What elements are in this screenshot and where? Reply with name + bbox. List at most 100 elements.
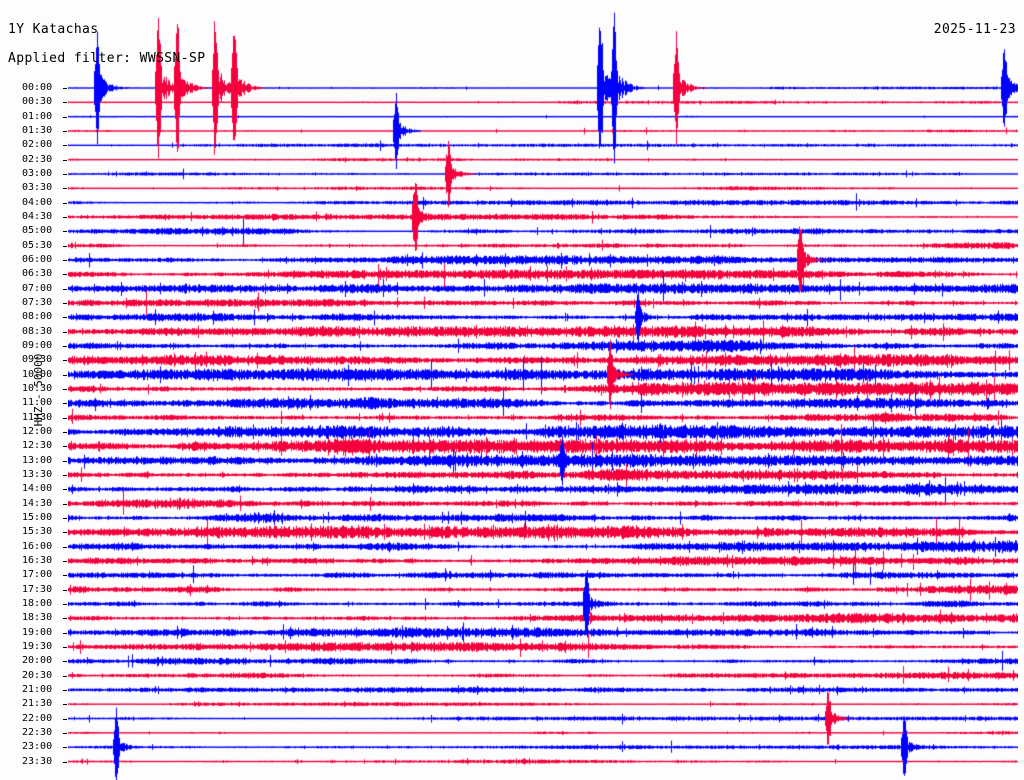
time-label: 00:30 (22, 96, 53, 108)
time-tick (63, 331, 67, 333)
helicorder-plot-area (68, 0, 1018, 780)
time-tick (63, 718, 67, 720)
time-tick (63, 546, 67, 548)
time-label: 21:30 (22, 698, 53, 710)
plot-date: 2025-11-23 (933, 22, 1016, 37)
time-label: 12:00 (22, 425, 53, 437)
time-label: 19:00 (22, 626, 53, 638)
time-tick (63, 245, 67, 247)
time-label: 08:30 (22, 325, 53, 337)
time-label: 20:30 (22, 669, 53, 681)
time-label: 15:00 (22, 511, 53, 523)
time-label: 01:00 (22, 110, 53, 122)
time-tick (63, 517, 67, 519)
time-label: 17:30 (22, 583, 53, 595)
time-tick (63, 202, 67, 204)
time-label: 17:00 (22, 569, 53, 581)
time-tick (63, 259, 67, 261)
time-tick (63, 360, 67, 362)
time-tick (63, 274, 67, 276)
time-tick (63, 388, 67, 390)
time-label: 21:00 (22, 683, 53, 695)
time-tick (63, 446, 67, 448)
time-label: 07:30 (22, 296, 53, 308)
time-label: 02:30 (22, 153, 53, 165)
time-label: 14:30 (22, 497, 53, 509)
time-label: 06:00 (22, 253, 53, 265)
time-tick (63, 589, 67, 591)
time-label: 10:30 (22, 382, 53, 394)
time-label: 05:30 (22, 239, 53, 251)
time-label: 09:30 (22, 354, 53, 366)
time-tick (63, 417, 67, 419)
time-label: 23:00 (22, 741, 53, 753)
time-tick (63, 489, 67, 491)
time-label: 13:30 (22, 468, 53, 480)
time-tick (63, 632, 67, 634)
applied-filter-label: Applied filter: WWSSN-SP (8, 51, 206, 66)
time-tick (63, 661, 67, 663)
time-label: 22:30 (22, 726, 53, 738)
time-tick (63, 345, 67, 347)
time-label: 09:00 (22, 339, 53, 351)
time-label: 01:30 (22, 124, 53, 136)
time-tick (63, 173, 67, 175)
time-label: 10:00 (22, 368, 53, 380)
time-tick (63, 88, 67, 89)
time-label: 11:00 (22, 397, 53, 409)
time-label: 14:00 (22, 483, 53, 495)
time-label: 11:30 (22, 411, 53, 423)
time-tick (63, 761, 67, 763)
time-tick (63, 403, 67, 405)
time-label: 22:00 (22, 712, 53, 724)
time-tick (63, 431, 67, 433)
time-tick (63, 575, 67, 577)
time-tick (63, 188, 67, 190)
time-label: 13:00 (22, 454, 53, 466)
time-tick (63, 603, 67, 605)
time-tick-column (63, 84, 68, 774)
time-tick (63, 302, 67, 304)
time-label: 15:30 (22, 526, 53, 538)
time-tick (63, 675, 67, 677)
time-label: 02:00 (22, 139, 53, 151)
time-tick (63, 145, 67, 147)
time-tick (63, 503, 67, 505)
time-tick (63, 560, 67, 562)
station-title: 1Y Katachas (8, 22, 99, 37)
time-tick (63, 130, 67, 132)
time-label: 19:30 (22, 640, 53, 652)
time-tick (63, 747, 67, 749)
time-axis: 00:00 00:30 01:00 01:30 02:00 02:30 03:00 03:30… (22, 82, 68, 774)
time-tick (63, 474, 67, 476)
time-label: 07:00 (22, 282, 53, 294)
time-tick (63, 460, 67, 462)
time-tick (63, 116, 67, 118)
time-label: 18:00 (22, 597, 53, 609)
time-tick (63, 646, 67, 648)
time-tick (63, 102, 67, 104)
time-label: 03:00 (22, 167, 53, 179)
time-label: 16:00 (22, 540, 53, 552)
time-label: 06:30 (22, 268, 53, 280)
time-tick (63, 159, 67, 161)
time-label: 16:30 (22, 554, 53, 566)
time-tick (63, 216, 67, 218)
time-label: 08:00 (22, 311, 53, 323)
time-tick (63, 231, 67, 233)
time-tick (63, 288, 67, 290)
time-label: 05:00 (22, 225, 53, 237)
seismic-trace-canvas (68, 0, 1018, 780)
time-label: 04:30 (22, 210, 53, 222)
time-tick (63, 689, 67, 691)
time-label: 12:30 (22, 440, 53, 452)
time-tick (63, 532, 67, 534)
time-tick (63, 374, 67, 376)
time-label: 00:00 (22, 82, 53, 93)
time-label: 20:00 (22, 655, 53, 667)
time-tick (63, 704, 67, 706)
time-label: 04:00 (22, 196, 53, 208)
time-tick (63, 618, 67, 620)
time-label: 03:30 (22, 182, 53, 194)
